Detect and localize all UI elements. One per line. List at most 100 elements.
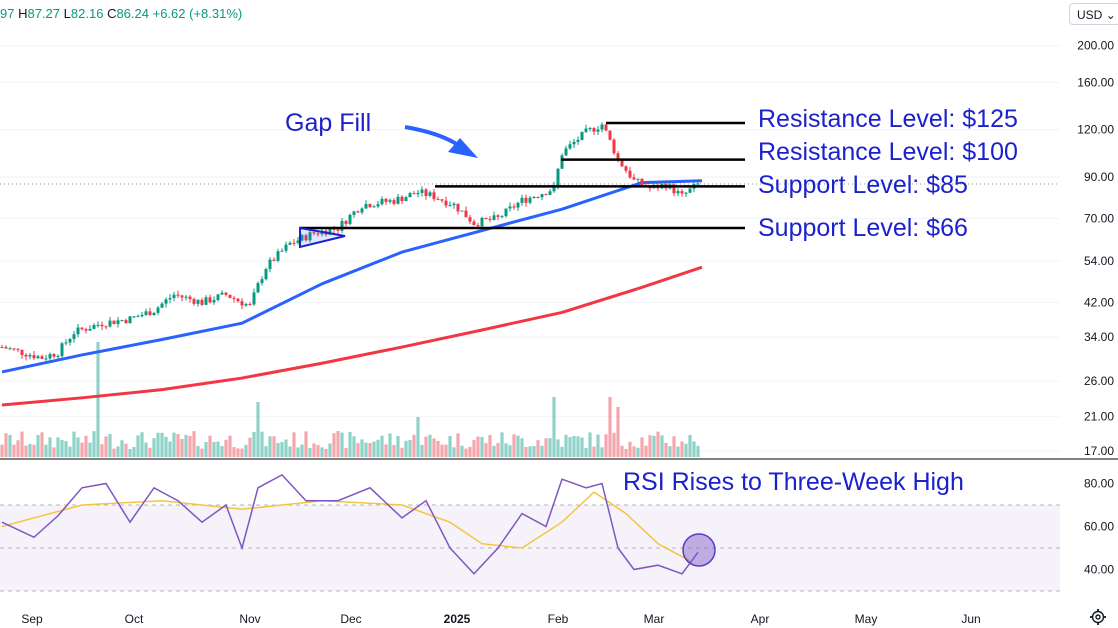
candle-body [328,228,332,235]
volume-bar [40,432,44,457]
candle-body [604,124,608,131]
candle-body [240,301,244,306]
candle-body [8,348,12,350]
volume-bar [524,446,528,457]
candle-body [84,329,88,331]
candle-body [580,131,584,140]
high-value: 87.27 [27,6,61,21]
settings-gear-icon[interactable] [1089,608,1107,626]
volume-bar [492,445,496,457]
volume-bar [556,439,560,457]
volume-bar [132,447,136,457]
close-value: 86.24 [116,6,149,21]
volume-bar [432,438,436,457]
candle-body [360,208,364,213]
candle-body [592,128,596,132]
volume-bar [100,444,104,457]
time-tick-label: Jun [961,612,980,626]
candle-body [684,192,688,194]
volume-bar [512,434,516,457]
volume-bar [596,434,600,457]
ma50-path [1,179,703,374]
volume-bar [500,432,504,457]
volume-bar [72,431,76,457]
volume-bar [56,437,60,457]
volume-bar [624,448,628,457]
candle-body [308,232,312,241]
volume-bar [636,447,640,457]
candle-body [424,189,428,196]
volume-bar [240,448,244,457]
volume-bar [328,443,332,457]
volume-bar [180,439,184,457]
candle-body [156,307,160,313]
candle-body [36,356,40,359]
candle-body [672,184,676,194]
candlesticks [0,122,700,362]
low-value: 82.16 [70,6,104,21]
candle-body [480,217,484,227]
volume-bar [384,444,388,457]
ma50-line [1,179,703,374]
volume-bar [156,432,160,457]
price-tick-label: 34.00 [1084,330,1114,344]
candle-body [96,324,100,326]
volume-bar [388,433,392,457]
candle-body [460,210,464,212]
volume-bar [680,441,684,457]
price-tick-label: 200.00 [1077,39,1114,53]
ohlc-readout: 97 H87.27 L82.16 C86.24 +6.62 (+8.31%) [0,6,242,21]
candle-body [552,185,556,192]
volume-bar [48,437,52,457]
candle-body [448,205,452,207]
candle-body [364,204,368,209]
rsi-tick-label: 60.00 [1084,520,1114,534]
rsi-tick-label: 40.00 [1084,563,1114,577]
volume-bar [460,445,464,457]
currency-selector[interactable]: USD ⌄ [1069,3,1118,25]
candle-body [112,320,116,325]
volume-bar [228,435,232,457]
volume-bar [144,442,148,457]
candle-body [292,242,296,244]
candle-body [316,233,320,235]
candle-body [0,347,4,349]
price-tick-label: 54.00 [1084,254,1114,268]
volume-bar [176,434,180,457]
volume-bar [360,439,364,457]
candle-body [280,250,284,252]
candle-body [188,296,192,299]
volume-bar [660,435,664,457]
candle-body [608,130,612,140]
candle-body [344,221,348,224]
candle-body [440,199,444,201]
volume-bar [24,445,28,457]
volume-bar [244,444,248,457]
volume-bar [340,432,344,457]
change-value: +6.62 (+8.31%) [152,6,243,21]
volume-bar [476,436,480,457]
volume-bar [528,446,532,457]
volume-bar [296,447,300,457]
volume-bar [184,434,188,457]
candle-body [680,191,684,194]
volume-bar [344,447,348,457]
volume-bar [308,448,312,457]
volume-bar [128,448,132,457]
candle-body [388,200,392,202]
candle-body [24,354,28,357]
volume-bar [12,444,16,457]
pennant-shape [299,226,346,249]
volume-bar [568,437,572,457]
volume-bar [424,436,428,457]
volume-bar [616,407,620,457]
volume-bar [464,448,468,457]
candle-body [204,297,208,305]
time-tick-label: Nov [239,612,260,626]
volume-bar [540,445,544,457]
candle-body [688,188,692,193]
volume-bar [652,435,656,457]
volume-bar [548,438,552,457]
volume-bar [592,446,596,457]
